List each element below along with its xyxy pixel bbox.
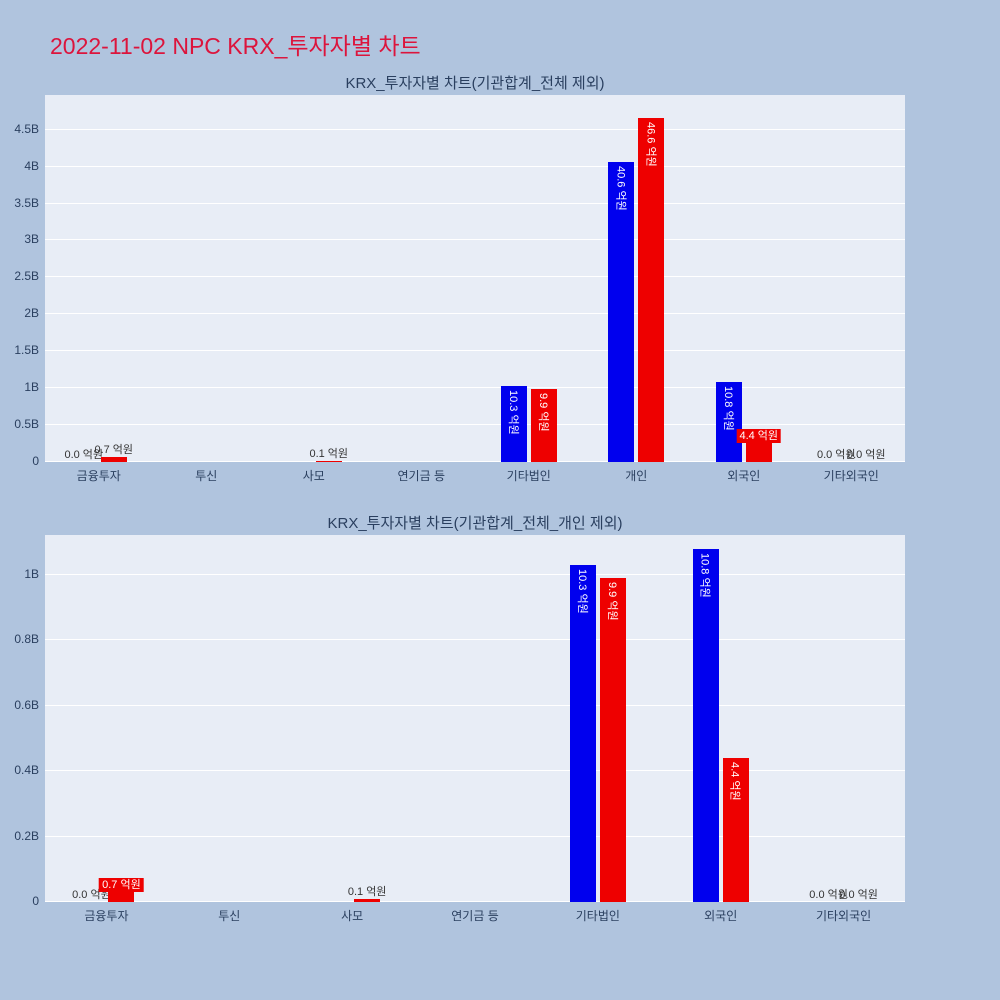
gridline — [45, 350, 905, 352]
bar — [100, 457, 127, 462]
y-tick-label: 4B — [24, 158, 39, 173]
bar-label: 0.0 억원 — [846, 449, 886, 461]
bar — [500, 386, 527, 462]
x-tick-label: 기타외국인 — [815, 909, 872, 923]
bar — [569, 565, 596, 902]
chart-title: KRX_투자자별 차트(기관합계_전체 제외) — [345, 75, 605, 92]
y-tick-label: 1.5B — [14, 343, 39, 358]
bar-label: 46.6 억원 — [644, 121, 657, 167]
gridline — [45, 276, 905, 278]
y-tick-label: 2.5B — [14, 269, 39, 284]
y-tick-label: 0.6B — [14, 697, 39, 712]
x-tick-label: 사모 — [341, 909, 364, 923]
bar-label: 0.1 억원 — [309, 448, 349, 461]
bar — [638, 118, 665, 462]
bar-label: 9.9 억원 — [605, 582, 618, 621]
bar-label: 10.3 억원 — [575, 569, 588, 614]
y-tick-label: 1B — [24, 566, 39, 581]
y-tick-label: 0.8B — [14, 632, 39, 647]
plot-area: 0.0 억원 10.3 억원 10.8 억원 0.0 억원 0.7 억원 0.1 억원 9.… — [45, 535, 905, 902]
bar-label: 0.0 억원 — [816, 449, 856, 461]
bar-label: 10.3 억원 — [506, 389, 519, 435]
bar — [715, 382, 742, 462]
y-tick-label: 1B — [24, 380, 39, 395]
y-tick-label: 0.4B — [14, 763, 39, 778]
bar-label: 0.0 억원 — [64, 449, 104, 461]
gridline — [45, 573, 905, 575]
x-tick-label: 사모 — [302, 469, 325, 483]
x-tick-label: 기타외국인 — [823, 469, 879, 483]
gridline — [45, 387, 905, 389]
page-title: 2022-11-02 NPC KRX_투자자별 차트 — [50, 33, 421, 59]
x-tick-label: 금융투자 — [84, 909, 129, 923]
y-tick-label: 3B — [24, 232, 39, 247]
bar-label: 0.7 억원 — [94, 443, 134, 456]
bar — [722, 758, 749, 902]
x-tick-label: 기타법인 — [506, 469, 551, 483]
bar-label: 40.6 억원 — [614, 166, 627, 211]
bar-label: 0.1 억원 — [347, 885, 387, 898]
bar-label: 4.4 억원 — [736, 428, 782, 443]
gridline — [45, 901, 905, 902]
x-tick-label: 연기금 등 — [451, 909, 499, 923]
y-tick-label: 0 — [32, 454, 39, 468]
bar — [315, 461, 342, 462]
gridline — [45, 239, 905, 241]
bar-label: 0.0 억원 — [839, 889, 878, 901]
gridline — [45, 770, 905, 772]
y-tick-label: 0.5B — [14, 417, 39, 432]
gridline — [45, 202, 905, 204]
x-tick-label: 개인 — [625, 469, 648, 483]
gridline — [45, 165, 905, 167]
bar-label: 0.0 억원 — [809, 889, 848, 901]
bar-label: 4.4 억원 — [728, 762, 741, 801]
bar — [530, 389, 557, 462]
bar-label: 10.8 억원 — [721, 386, 734, 431]
y-tick-label: 4.5B — [14, 121, 39, 136]
bar — [599, 578, 626, 902]
y-tick-label: 3.5B — [14, 195, 39, 210]
bar-label: 9.9 억원 — [536, 392, 549, 432]
x-tick-label: 기타법인 — [575, 909, 620, 923]
gridline — [45, 461, 905, 462]
y-tick-label: 0.2B — [14, 828, 39, 843]
bar — [608, 162, 635, 462]
y-tick-label: 0 — [32, 894, 39, 908]
gridline — [45, 835, 905, 837]
bar-label: 0.7 억원 — [99, 878, 144, 893]
x-tick-label: 금융투자 — [76, 469, 121, 483]
gridline — [45, 424, 905, 426]
y-tick-label: 2B — [24, 306, 39, 321]
bar-label: 10.8 억원 — [698, 552, 711, 598]
x-tick-label: 투신 — [218, 909, 241, 923]
x-tick-label: 외국인 — [727, 469, 761, 483]
gridline — [45, 704, 905, 706]
bar — [354, 899, 381, 902]
gridline — [45, 639, 905, 641]
x-tick-label: 외국인 — [704, 909, 738, 923]
chart-title: KRX_투자자별 차트(기관합계_전체_개인 제외) — [327, 515, 623, 532]
x-tick-label: 투신 — [195, 469, 218, 483]
gridline — [45, 128, 905, 130]
gridline — [45, 313, 905, 315]
plot-area: 0.0 억원 10.3 억원 40.6 억원 10.8 억원 0.0 억원 0.7 억원 0… — [45, 95, 905, 462]
bar — [692, 549, 719, 902]
x-tick-label: 연기금 등 — [397, 469, 446, 483]
